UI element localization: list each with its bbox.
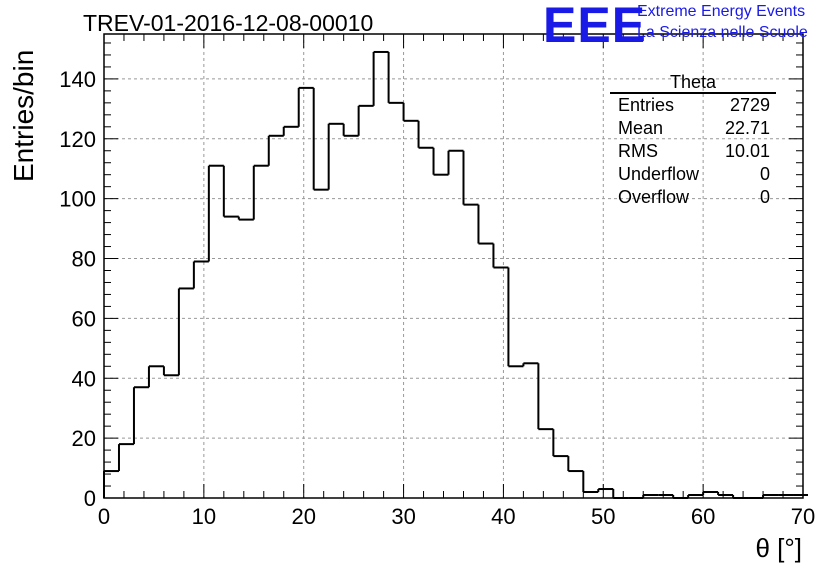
stats-row: RMS 10.01 bbox=[610, 140, 776, 163]
x-tick-label: 70 bbox=[791, 504, 815, 529]
stats-value: 2729 bbox=[729, 95, 770, 115]
y-tick-label: 40 bbox=[72, 366, 96, 391]
y-tick-label: 0 bbox=[84, 486, 96, 511]
stats-label: Underflow bbox=[618, 164, 700, 184]
y-tick-label: 20 bbox=[72, 426, 96, 451]
y-axis-label: Entries/bin bbox=[8, 49, 39, 182]
y-tick-label: 120 bbox=[59, 127, 96, 152]
chart-title: TREV-01-2016-12-08-00010 bbox=[83, 10, 374, 36]
stats-value: 22.71 bbox=[724, 118, 770, 138]
stats-label: RMS bbox=[618, 141, 658, 161]
stats-row: Overflow 0 bbox=[610, 186, 776, 209]
plot-frame bbox=[103, 33, 804, 499]
x-tick-label: 40 bbox=[491, 504, 515, 529]
x-tick-label: 20 bbox=[291, 504, 315, 529]
x-axis-label: θ [°] bbox=[755, 533, 802, 563]
stats-label: Overflow bbox=[618, 187, 690, 207]
eee-logo: EEE bbox=[543, 0, 647, 53]
x-tick-label: 0 bbox=[98, 504, 110, 529]
x-tick-label: 10 bbox=[192, 504, 216, 529]
stats-value: 0 bbox=[759, 164, 770, 184]
stats-label: Entries bbox=[618, 95, 675, 115]
stats-value: 0 bbox=[759, 187, 770, 207]
stats-row: Underflow 0 bbox=[610, 163, 776, 186]
y-tick-label: 140 bbox=[59, 67, 96, 92]
y-tick-label: 100 bbox=[59, 187, 96, 212]
stats-value: 10.01 bbox=[724, 141, 770, 161]
x-tick-label: 50 bbox=[591, 504, 615, 529]
stats-row: Mean 22.71 bbox=[610, 117, 776, 140]
stats-row: Entries 2729 bbox=[610, 94, 776, 117]
stats-box: Theta Entries 2729 Mean 22.71 RMS 10.01 … bbox=[610, 72, 776, 209]
logo-line1: Extreme Energy Events bbox=[637, 3, 806, 20]
stats-header: Theta bbox=[610, 72, 776, 94]
logo-line2: La Scienza nelle Scuole bbox=[637, 24, 808, 41]
stats-label: Mean bbox=[618, 118, 664, 138]
y-tick-label: 60 bbox=[72, 306, 96, 331]
y-tick-label: 80 bbox=[72, 247, 96, 272]
x-tick-label: 30 bbox=[391, 504, 415, 529]
x-tick-label: 60 bbox=[691, 504, 715, 529]
